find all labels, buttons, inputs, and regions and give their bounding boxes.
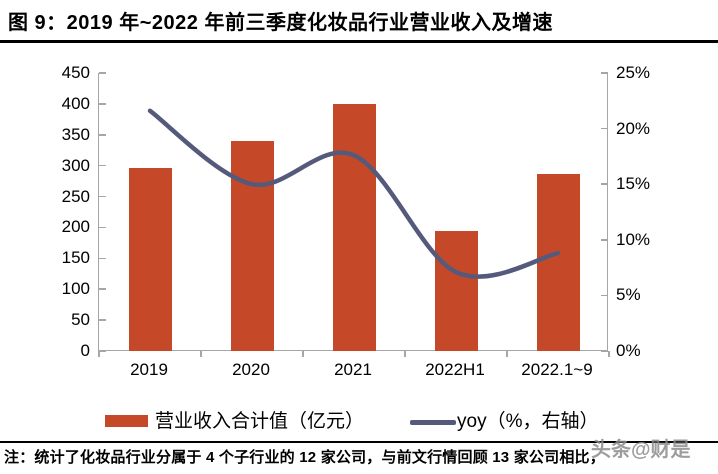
y-left-tick-label-0: 0 xyxy=(80,341,90,360)
title-underline xyxy=(0,40,718,43)
y-right-tick-label-25: 25% xyxy=(616,63,651,82)
figure-title: 图 9：2019 年~2022 年前三季度化妆品行业营业收入及增速 xyxy=(8,12,553,34)
right-axis-tick xyxy=(600,183,608,185)
x-axis-tick xyxy=(608,351,610,357)
y-left-tick-label-450: 450 xyxy=(61,63,90,82)
x-label-2019: 2019 xyxy=(130,360,168,379)
left-axis-tick xyxy=(99,319,106,321)
y-left-tick-label-50: 50 xyxy=(71,310,90,330)
yoy-line-path xyxy=(147,108,561,279)
x-axis-tick xyxy=(302,351,304,357)
y-right-tick-label-20: 20% xyxy=(616,118,651,138)
x-label-2022.1~9: 2022.1~9 xyxy=(521,360,593,379)
bar-2022H1 xyxy=(434,230,478,351)
legend-line-swatch xyxy=(410,420,456,425)
legend-line-label: yoy（%，右轴） xyxy=(457,411,599,432)
y-right-tick-label-0: 0% xyxy=(616,341,641,360)
right-axis-tick xyxy=(600,294,608,297)
y-left-tick-label-250: 250 xyxy=(61,186,90,206)
right-axis-tick xyxy=(600,239,608,241)
left-axis-tick xyxy=(99,195,106,198)
x-label-2020: 2020 xyxy=(232,360,270,379)
y-left-tick-label-400: 400 xyxy=(61,93,90,113)
right-axis-tick xyxy=(600,72,608,74)
bar-2021 xyxy=(332,103,376,351)
y-left-tick-label-200: 200 xyxy=(61,217,90,237)
right-axis-tick xyxy=(600,350,608,352)
x-axis-tick xyxy=(404,351,406,357)
watermark-text: 头条@财是 xyxy=(591,439,691,461)
left-axis-tick xyxy=(99,288,106,290)
bar-2019 xyxy=(128,167,172,351)
left-axis-tick xyxy=(99,226,106,229)
y-right-tick-label-15: 15% xyxy=(616,174,651,194)
y-left-tick-label-350: 350 xyxy=(61,124,90,144)
legend-bar-swatch xyxy=(105,415,148,427)
x-label-2022H1: 2022H1 xyxy=(425,360,485,379)
left-axis-tick xyxy=(99,103,106,105)
y-right-tick-label-5: 5% xyxy=(616,285,641,305)
y-left-tick-label-150: 150 xyxy=(61,248,90,268)
left-axis-tick xyxy=(99,72,106,74)
left-axis-tick xyxy=(99,257,106,260)
x-label-2021: 2021 xyxy=(334,360,372,379)
yoy-line xyxy=(147,108,561,279)
note-divider xyxy=(0,441,718,443)
x-axis-tick xyxy=(98,351,100,357)
y-right-tick-label-10: 10% xyxy=(616,229,651,249)
bar-2020 xyxy=(230,140,274,351)
x-axis-tick xyxy=(200,351,202,357)
plot-area xyxy=(98,72,610,357)
plot-inner xyxy=(98,72,610,357)
y-left-tick-label-300: 300 xyxy=(61,155,90,175)
y-left-tick-label-100: 100 xyxy=(61,279,90,299)
x-axis-tick xyxy=(506,351,508,357)
left-axis-tick xyxy=(99,350,106,352)
left-axis-tick xyxy=(99,134,106,136)
footnote-text: 注：统计了化妆品行业分属于 4 个子行业的 12 家公司，与前文行情回顾 13 … xyxy=(4,449,605,466)
right-axis-tick xyxy=(600,127,608,130)
legend-bar-label: 营业收入合计值（亿元） xyxy=(155,411,365,432)
bar-2022.1~9 xyxy=(536,173,580,351)
left-axis-tick xyxy=(99,164,106,167)
